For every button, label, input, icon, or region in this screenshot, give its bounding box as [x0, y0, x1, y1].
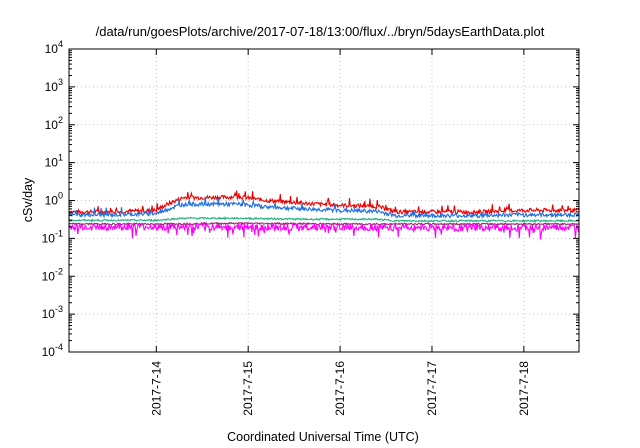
series-group — [68, 190, 580, 240]
ticks: 10-4 10-3 10-2 10-1 100 101 102 103 104 2017-7-14… — [42, 39, 579, 416]
y-axis-label: cSv/day — [21, 177, 35, 222]
series-line-5 — [68, 221, 580, 240]
y-tick-label: 103 — [45, 77, 63, 94]
series-line-3 — [68, 216, 580, 223]
x-tick-label: 2017-7-15 — [241, 361, 255, 416]
chart-title: /data/run/goesPlots/archive/2017-07-18/1… — [96, 24, 545, 39]
x-tick-label: 2017-7-16 — [333, 361, 347, 416]
y-tick-label: 100 — [45, 191, 63, 208]
y-tick-label: 10-3 — [42, 304, 63, 321]
x-tick-label: 2017-7-18 — [517, 361, 531, 416]
x-axis-label: Coordinated Universal Time (UTC) — [227, 430, 419, 444]
grid — [69, 48, 579, 353]
y-tick-label: 101 — [45, 153, 63, 170]
x-tick-label: 2017-7-17 — [425, 361, 439, 416]
y-tick-label: 104 — [45, 39, 63, 56]
y-tick-label: 10-1 — [42, 228, 63, 245]
x-tick-label: 2017-7-14 — [149, 361, 163, 416]
series-line-1 — [68, 190, 580, 216]
y-tick-label: 102 — [45, 115, 63, 132]
y-tick-label: 10-4 — [42, 342, 63, 359]
series-line-4 — [68, 221, 580, 226]
series-line-2 — [68, 196, 580, 220]
y-tick-label: 10-2 — [42, 266, 63, 283]
